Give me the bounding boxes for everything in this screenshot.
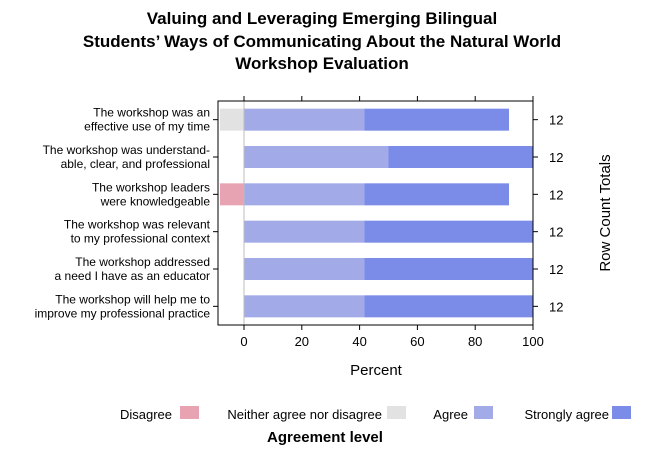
legend-label: Strongly agree (524, 407, 609, 422)
right-axis-label: Row Count Totals (597, 154, 614, 271)
row-total-label: 12 (549, 299, 563, 314)
bar-agree (244, 258, 365, 280)
bar-strongly-agree (364, 295, 533, 318)
x-tick-label: 0 (240, 334, 247, 349)
bar-strongly-agree (364, 108, 510, 131)
bar-agree (244, 146, 389, 168)
x-tick-label: 100 (522, 334, 544, 349)
category-label: The workshop was understand-able, clear,… (43, 143, 210, 171)
bar-strongly-agree (388, 146, 533, 168)
y-tick-labels: The workshop was an effective use of my t… (35, 106, 218, 320)
plot-frame (217, 100, 534, 326)
x-tick-label: 40 (352, 334, 366, 349)
legend-label: Disagree (120, 407, 172, 422)
row-total-label: 12 (549, 113, 563, 128)
x-axis: 0 20 40 60 80 100 (240, 96, 544, 349)
x-tick-label: 20 (295, 334, 309, 349)
row-totals: 12 12 12 12 12 12 (533, 113, 563, 314)
bar-agree (244, 220, 365, 243)
category-label: The workshop was relevant to my professio… (64, 218, 211, 246)
bar-strongly-agree (364, 258, 533, 280)
category-label: The workshop addressed a need I have as a… (55, 255, 210, 283)
legend-swatch (387, 406, 406, 419)
row-total-label: 12 (549, 262, 563, 277)
legend: Disagree Neither agree nor disagree Agree S… (120, 406, 631, 422)
row-total-label: 12 (549, 225, 563, 240)
x-tick-label: 80 (468, 334, 482, 349)
row-total-label: 12 (549, 187, 563, 202)
bar-agree (244, 108, 365, 131)
bar-strongly-agree (364, 183, 510, 206)
legend-swatch (180, 406, 199, 419)
bar-agree (244, 295, 365, 318)
category-label: The workshop leaders were knowledgeable (92, 180, 210, 208)
legend-swatch (474, 406, 493, 419)
bars (220, 108, 533, 318)
category-label: The workshop was an effective use of my t… (84, 106, 210, 134)
bar-strongly-agree (364, 220, 533, 243)
legend-label: Agree (433, 407, 468, 422)
chart-title-line-3: Workshop Evaluation (235, 54, 409, 73)
row-total-label: 12 (549, 150, 563, 165)
bar-neither (220, 108, 245, 131)
chart-title-line-2: Students’ Ways of Communicating About th… (83, 32, 561, 51)
legend-label: Neither agree nor disagree (227, 407, 382, 422)
legend-swatch (612, 406, 631, 419)
x-axis-label: Percent (350, 362, 403, 379)
bar-disagree (220, 183, 245, 206)
chart-title-line-1: Valuing and Leveraging Emerging Bilingua… (147, 9, 497, 28)
bar-agree (244, 183, 365, 206)
chart-title: Valuing and Leveraging Emerging Bilingua… (83, 9, 561, 73)
category-label: The workshop will help me to improve my p… (35, 292, 211, 320)
legend-title: Agreement level (267, 429, 383, 446)
x-tick-label: 60 (410, 334, 424, 349)
